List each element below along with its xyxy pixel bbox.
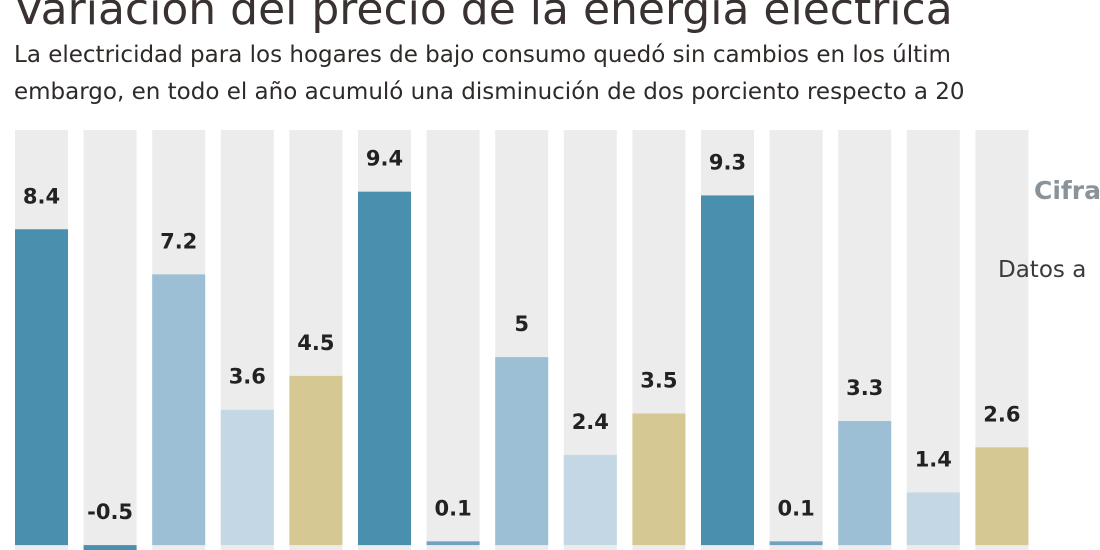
value-label: 5 bbox=[514, 312, 529, 336]
chart-title: Variación del precio de la energía eléct… bbox=[14, 0, 953, 35]
value-label: 4.5 bbox=[297, 331, 334, 355]
bars: 8.4 -0.5 7.2 3.6 4.5 9.4 0.1 5 2.4 3.5 9.3 0.1 3.3 1.… bbox=[15, 147, 1029, 550]
bar bbox=[563, 454, 617, 546]
annotation: Datos a bbox=[998, 257, 1086, 283]
value-label: 9.3 bbox=[709, 150, 746, 174]
value-label: 1.4 bbox=[915, 447, 952, 471]
bar bbox=[495, 357, 549, 546]
value-label: -0.5 bbox=[87, 500, 133, 524]
value-label: 8.4 bbox=[23, 184, 60, 208]
bar bbox=[701, 195, 754, 546]
bar bbox=[152, 274, 206, 546]
chart-subtitle: La electricidad para los hogares de bajo… bbox=[14, 42, 951, 68]
column-background bbox=[769, 130, 823, 550]
column-background bbox=[426, 130, 480, 550]
column-background bbox=[906, 130, 960, 550]
bar bbox=[632, 413, 686, 546]
bar bbox=[358, 191, 411, 546]
value-label: 3.3 bbox=[846, 376, 883, 400]
value-label: 2.6 bbox=[983, 402, 1020, 426]
bar bbox=[83, 545, 137, 550]
bar bbox=[769, 541, 823, 546]
chart-subtitle: embargo, en todo el año acumuló una dism… bbox=[14, 79, 965, 105]
value-label: 0.1 bbox=[777, 496, 814, 520]
bar bbox=[289, 375, 343, 546]
bar bbox=[838, 421, 892, 546]
column-background bbox=[83, 130, 137, 550]
annotation: Cifras e bbox=[1034, 176, 1100, 205]
bar bbox=[426, 541, 480, 546]
bar bbox=[220, 409, 274, 546]
value-label: 9.4 bbox=[366, 147, 403, 171]
bar bbox=[906, 492, 960, 546]
bar bbox=[975, 447, 1029, 546]
value-label: 2.4 bbox=[572, 410, 609, 434]
value-label: 3.6 bbox=[229, 365, 266, 389]
note-panel bbox=[1030, 150, 1100, 550]
value-label: 7.2 bbox=[160, 229, 197, 253]
value-label: 3.5 bbox=[640, 369, 677, 393]
value-label: 0.1 bbox=[434, 496, 471, 520]
bar bbox=[15, 229, 68, 546]
